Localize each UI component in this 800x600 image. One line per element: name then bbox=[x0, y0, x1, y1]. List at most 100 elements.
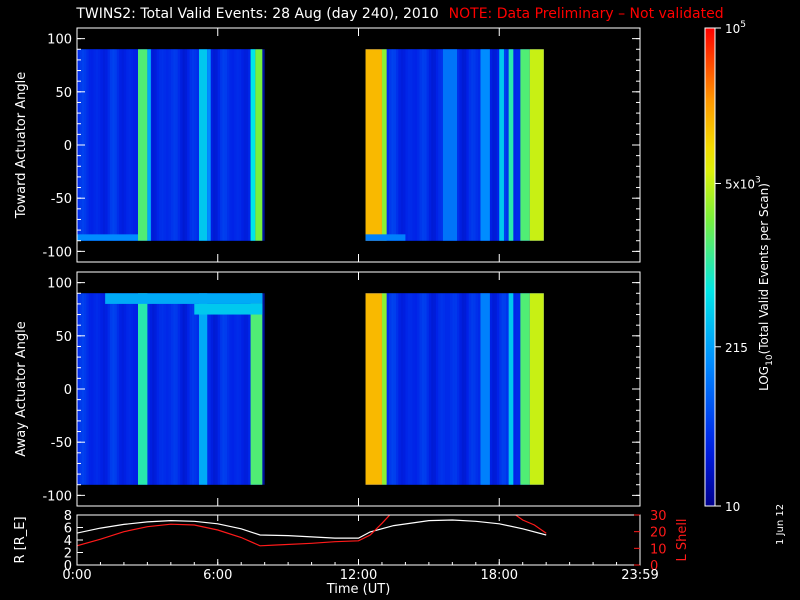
heatmap-column bbox=[126, 293, 129, 485]
heatmap-stripe bbox=[137, 293, 148, 485]
heatmap-column bbox=[513, 293, 516, 485]
heatmap-column bbox=[475, 49, 479, 241]
heatmap-column bbox=[492, 293, 495, 485]
heatmap-column bbox=[506, 293, 509, 485]
heatmap-column bbox=[449, 293, 453, 485]
y-tick-label-left: 4 bbox=[64, 534, 72, 549]
heatmap-column bbox=[112, 49, 115, 241]
heatmap-column bbox=[107, 293, 110, 485]
heatmap-column bbox=[107, 49, 110, 241]
heatmap-column bbox=[147, 293, 150, 485]
heatmap-column bbox=[135, 49, 138, 241]
heatmap-column bbox=[412, 293, 415, 485]
heatmap-column bbox=[405, 49, 408, 241]
date-stamp: 1 Jun 12 bbox=[775, 503, 786, 545]
heatmap-column bbox=[168, 49, 171, 241]
heatmap-column bbox=[128, 293, 131, 485]
heatmap-stripe bbox=[250, 293, 263, 485]
heatmap-column bbox=[435, 49, 439, 241]
heatmap-column bbox=[393, 293, 397, 485]
heatmap-stripe bbox=[520, 293, 530, 485]
heatmap-column bbox=[112, 293, 115, 485]
heatmap-column bbox=[88, 49, 92, 241]
heatmap-column bbox=[403, 293, 406, 485]
y-axis-label-left: R [R_E] bbox=[13, 516, 28, 563]
heatmap-column bbox=[86, 293, 89, 485]
heatmap-column bbox=[130, 49, 134, 241]
heatmap-column bbox=[393, 49, 397, 241]
heatmap-column bbox=[447, 293, 450, 485]
heatmap-column bbox=[473, 49, 476, 241]
heatmap-column bbox=[86, 49, 89, 241]
heatmap-column bbox=[454, 293, 458, 485]
heatmap-column bbox=[419, 49, 422, 241]
heatmap-column bbox=[220, 293, 223, 485]
heatmap-column bbox=[149, 49, 153, 241]
heatmap-column bbox=[128, 49, 131, 241]
heatmap-column bbox=[245, 293, 249, 485]
y-tick-label: 50 bbox=[55, 86, 72, 101]
y-tick-label: 0 bbox=[64, 139, 72, 154]
heatmap-column bbox=[170, 49, 174, 241]
heatmap-column bbox=[431, 293, 434, 485]
heatmap-column bbox=[433, 293, 436, 485]
x-tick-label: 6:00 bbox=[203, 568, 232, 583]
heatmap-column bbox=[473, 293, 476, 485]
y-axis-label: Away Actuator Angle bbox=[14, 321, 29, 456]
heatmap-column bbox=[95, 293, 99, 485]
heatmap-column bbox=[84, 293, 87, 485]
heatmap-column bbox=[494, 49, 497, 241]
heatmap-column bbox=[84, 49, 87, 241]
heatmap-column bbox=[403, 49, 406, 241]
y-tick-label-left: 6 bbox=[64, 522, 72, 537]
heatmap-column bbox=[494, 293, 497, 485]
heatmap-column bbox=[464, 49, 467, 241]
heatmap-stripe bbox=[508, 49, 514, 241]
heatmap-column bbox=[442, 293, 446, 485]
colorbar-label: LOG10(Total Valid Events per Scan) bbox=[757, 183, 775, 391]
heatmap-column bbox=[177, 293, 181, 485]
heatmap-column bbox=[180, 293, 183, 485]
heatmap-column bbox=[412, 49, 415, 241]
heatmap-stripe bbox=[381, 49, 387, 241]
heatmap-column bbox=[102, 49, 106, 241]
heatmap-column bbox=[215, 49, 218, 241]
heatmap-column bbox=[248, 49, 251, 241]
heatmap-column bbox=[215, 293, 218, 485]
heatmap-column bbox=[464, 293, 467, 485]
heatmap-column bbox=[499, 293, 502, 485]
heatmap-stripe bbox=[529, 293, 544, 485]
title-main: TWINS2: Total Valid Events: 28 Aug (day … bbox=[76, 6, 439, 22]
heatmap-band bbox=[105, 293, 263, 304]
heatmap-column bbox=[398, 293, 401, 485]
y-tick-label-left: 2 bbox=[64, 547, 72, 562]
heatmap-column bbox=[114, 49, 117, 241]
heatmap-column bbox=[189, 49, 192, 241]
heatmap-column bbox=[105, 293, 108, 485]
heatmap-column bbox=[152, 293, 155, 485]
y-axis-label-right: L Shell bbox=[675, 518, 690, 561]
y-tick-label-left: 8 bbox=[64, 509, 72, 524]
heatmap-column bbox=[102, 293, 106, 485]
heatmap-column bbox=[414, 293, 418, 485]
heatmap-column bbox=[515, 49, 519, 241]
heatmap-column bbox=[152, 49, 155, 241]
heatmap-column bbox=[243, 49, 246, 241]
colorbar-strip bbox=[704, 27, 716, 507]
heatmap-column bbox=[400, 49, 404, 241]
heatmap-stripe bbox=[255, 49, 263, 241]
heatmap-column bbox=[170, 293, 174, 485]
heatmap-column bbox=[419, 293, 422, 485]
heatmap-column bbox=[168, 293, 171, 485]
x-axis-label: Time (UT) bbox=[326, 582, 391, 597]
heatmap-column bbox=[227, 293, 230, 485]
heatmap-column bbox=[121, 49, 124, 241]
heatmap-column bbox=[133, 293, 136, 485]
heatmap-column bbox=[506, 49, 509, 241]
colorbar: 10 215 5x103 105 LOG10(Total Valid Events pe… bbox=[704, 20, 775, 514]
heatmap-column bbox=[414, 49, 418, 241]
heatmap-column bbox=[98, 293, 101, 485]
heatmap-column bbox=[182, 293, 185, 485]
heatmap-column bbox=[161, 293, 164, 485]
heatmap-column bbox=[438, 49, 441, 241]
